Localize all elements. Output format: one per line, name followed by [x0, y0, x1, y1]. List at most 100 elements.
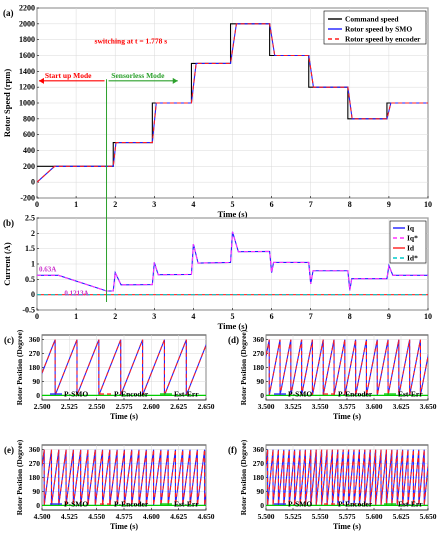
panel-f: 5.500 5.525 5.550 5.575 5.600 5.625 5.650 0 90 18… [228, 439, 437, 531]
x-tick-label: 3.500 [258, 402, 275, 411]
x-tick-label: 5.650 [420, 512, 437, 521]
x-tick-label: 3.550 [312, 402, 329, 411]
x-tick-label: 4.525 [61, 512, 78, 521]
y-tick-label: 0 [260, 391, 264, 400]
data-layer [42, 449, 206, 506]
panel-tag: (c) [4, 335, 14, 345]
legend-label: Id [407, 244, 415, 253]
x-tick-label: 6 [270, 312, 274, 321]
y-tick-label: 270 [29, 459, 41, 468]
x-tick-label: 2.500 [34, 402, 51, 411]
legend-label: P-SMO [288, 390, 312, 399]
y-axis-label: Rotor Position (Degree) [239, 329, 248, 405]
data-layer [266, 339, 428, 396]
y-tick-label: 180 [253, 473, 265, 482]
startup-label: Start up Mode [45, 71, 92, 80]
panel-a: 0 1 2 3 4 5 6 7 8 9 10-200020040060080010001200140… [2, 4, 432, 220]
x-axis-label: Time (s) [110, 522, 138, 531]
sensorless-label: Sensorless Mode [111, 71, 165, 80]
x-tick-label: 8 [348, 312, 352, 321]
x-tick-label: 2.550 [88, 402, 105, 411]
x-axis-label: Time (s) [218, 209, 248, 219]
y-tick-label: 0 [260, 501, 264, 510]
y-tick-label: 1600 [19, 51, 35, 60]
y-tick-label: 400 [23, 146, 35, 155]
y-tick-label: 1 [31, 260, 35, 269]
y-tick-label: 0 [31, 178, 35, 187]
switch-annotation: switching at t = 1.778 s [95, 37, 168, 46]
x-axis-label: Time (s) [333, 412, 361, 421]
y-tick-label: -0.5 [22, 306, 35, 315]
x-tick-label: 5 [231, 200, 235, 209]
legend-label: Est-Err [174, 500, 199, 509]
panel-tag: (e) [4, 445, 14, 455]
x-tick-label: 2.525 [61, 402, 78, 411]
y-tick-label: 1.5 [25, 244, 35, 253]
panel-c: 2.500 2.525 2.550 2.575 2.600 2.625 2.650 0 90 18… [4, 329, 215, 421]
legend-label: P-SMO [64, 390, 88, 399]
y-tick-label: 2200 [19, 4, 35, 13]
y-tick-label: 800 [23, 114, 35, 123]
legend-label: Rotor speed by SMO [345, 25, 412, 34]
startup-arrow-head [38, 77, 44, 84]
y-tick-label: 1800 [19, 35, 35, 44]
x-tick-label: 3.650 [420, 402, 437, 411]
legend-label: Est-Err [398, 500, 423, 509]
data-layer [37, 231, 428, 296]
sensorless-arrow-head [172, 77, 178, 84]
panel-tag: (a) [3, 8, 14, 18]
y-tick-label: 360 [29, 445, 41, 454]
panel-tag: (d) [228, 335, 239, 345]
y-axis-label: Rotor Speed (rpm) [2, 69, 12, 137]
x-tick-label: 4.625 [170, 512, 187, 521]
legend-label: P-Encoder [114, 500, 149, 509]
y-tick-label: 0.5 [25, 275, 35, 284]
y-tick-label: 2000 [19, 19, 35, 28]
y-tick-label: 0 [36, 501, 40, 510]
x-tick-label: 1 [74, 312, 78, 321]
x-tick-label: 5 [231, 312, 235, 321]
series-line-p-encoder [266, 449, 428, 506]
y-axis-label: Rotor Position (Degree) [239, 439, 248, 515]
x-tick-label: 2.625 [170, 402, 187, 411]
legend-label: P-Encoder [338, 500, 373, 509]
y-tick-label: 1400 [19, 67, 35, 76]
y-tick-label: 360 [253, 335, 265, 344]
x-axis-label: Time (s) [333, 522, 361, 531]
x-tick-label: 2.575 [116, 402, 133, 411]
y-tick-label: 180 [29, 473, 41, 482]
x-tick-label: 4.575 [116, 512, 133, 521]
legend-label: Id* [407, 254, 418, 263]
x-tick-label: 7 [309, 200, 313, 209]
data-layer [42, 339, 206, 396]
legend-label: P-SMO [64, 500, 88, 509]
y-tick-label: 360 [253, 445, 265, 454]
data-layer [37, 23, 428, 183]
y-tick-label: 270 [253, 459, 265, 468]
legend-label: Iq [407, 224, 415, 233]
legend-label: Command speed [345, 15, 399, 24]
x-tick-label: 4.550 [88, 512, 105, 521]
x-tick-label: 7 [309, 312, 313, 321]
x-tick-label: 1 [74, 200, 78, 209]
y-tick-label: 90 [257, 487, 265, 496]
y-axis-label: Current (A) [2, 242, 12, 286]
series-line-rotor-speed-by-encoder [37, 23, 428, 183]
legend-label: Est-Err [174, 390, 199, 399]
x-tick-label: 2 [113, 200, 117, 209]
legend-label: Rotor speed by encoder [345, 35, 421, 44]
x-tick-label: 5.575 [339, 512, 356, 521]
y-tick-label: 0 [31, 290, 35, 299]
x-tick-label: 5.525 [285, 512, 302, 521]
y-tick-label: 1200 [19, 83, 35, 92]
y-tick-label: 270 [29, 349, 41, 358]
legend-label: Est-Err [398, 390, 423, 399]
x-tick-label: 4 [191, 200, 195, 209]
panel-e: 4.500 4.525 4.550 4.575 4.600 4.625 4.650 0 90 18… [4, 439, 215, 531]
x-tick-label: 6 [270, 200, 274, 209]
x-tick-label: 2 [113, 312, 117, 321]
